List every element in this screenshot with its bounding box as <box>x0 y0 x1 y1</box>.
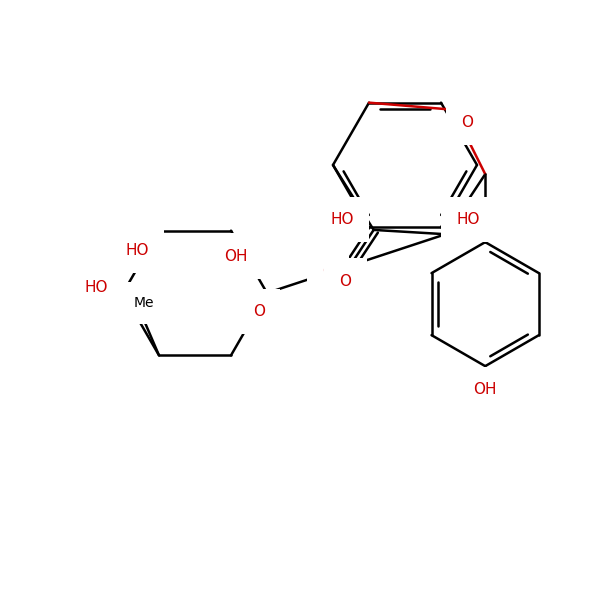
Text: O: O <box>253 304 265 319</box>
Text: Me: Me <box>134 296 154 310</box>
Text: HO: HO <box>85 280 108 295</box>
Text: HO: HO <box>456 212 479 227</box>
Text: O: O <box>322 264 334 279</box>
Text: OH: OH <box>224 248 248 263</box>
Text: O: O <box>461 115 473 130</box>
Text: O: O <box>339 274 351 289</box>
Text: HO: HO <box>331 212 354 227</box>
Text: HO: HO <box>125 242 149 257</box>
Text: OH: OH <box>473 382 497 397</box>
